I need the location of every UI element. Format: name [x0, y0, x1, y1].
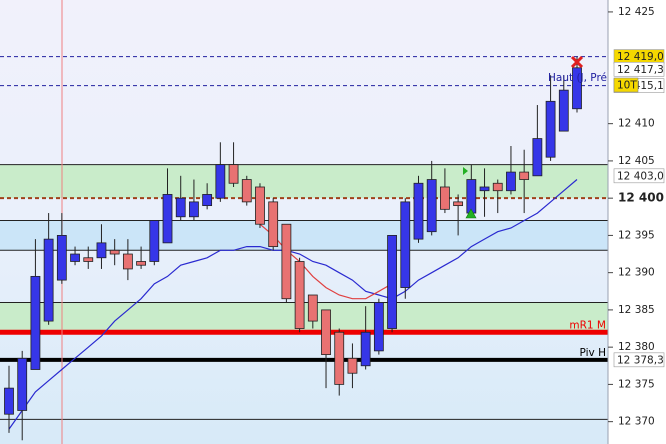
price-label: 12 403,0 — [617, 170, 664, 182]
candle-body — [387, 235, 397, 329]
candle-body — [413, 182, 424, 240]
candle-body — [189, 201, 199, 218]
candle-body — [56, 235, 67, 281]
candle-body — [307, 294, 318, 322]
y-tick-label: 12 375 — [618, 378, 655, 390]
candle-body — [136, 261, 146, 266]
candle-body — [558, 89, 569, 132]
signal-marker — [463, 167, 468, 175]
candle-body — [96, 242, 107, 259]
y-tick-label: 12 405 — [618, 155, 655, 167]
tag-box — [613, 77, 639, 93]
y-tick-label: 12 425 — [618, 6, 655, 18]
candle-body — [162, 194, 173, 244]
candle-body — [30, 275, 41, 370]
cross-marker — [570, 55, 584, 69]
candle-body — [43, 238, 54, 322]
y-tick-label: 12 410 — [618, 118, 655, 130]
candle-body — [281, 223, 292, 300]
level-label: mR1 M — [569, 319, 606, 331]
candle-body — [83, 257, 94, 262]
candle-body — [572, 67, 582, 110]
candle-body — [228, 164, 239, 184]
high-annotation: Haut (J, Pré) — [548, 72, 611, 84]
price-box — [613, 61, 665, 77]
candle-body — [519, 171, 530, 180]
candle-body — [241, 179, 252, 203]
candle-body — [149, 220, 160, 262]
price-label: 12 419,0 — [617, 51, 664, 63]
price-label: 12 378,3 — [617, 354, 664, 366]
candle-body — [492, 182, 503, 192]
candle-body — [479, 186, 490, 192]
candle-body — [175, 197, 186, 218]
candle-body — [268, 201, 279, 247]
candle-body — [215, 164, 226, 199]
candle-body — [294, 261, 305, 329]
candle-body — [360, 331, 371, 367]
candle-body — [109, 249, 120, 255]
candle-body — [202, 194, 213, 207]
tag-label: 10T — [617, 80, 637, 92]
candle-body — [122, 253, 133, 270]
zone-band — [0, 164, 608, 199]
y-tick-label: 12 385 — [618, 304, 655, 316]
candle-body — [440, 186, 450, 210]
candle-body — [4, 387, 14, 415]
price-label: 12 417,3 — [617, 64, 664, 76]
candle-body — [373, 302, 384, 352]
candle-body — [334, 331, 345, 385]
level-label: Piv H — [580, 347, 606, 359]
buy-marker — [465, 208, 477, 219]
price-box — [613, 352, 665, 368]
price-box — [613, 168, 665, 184]
candle-body — [321, 309, 331, 356]
candle-body — [506, 171, 516, 192]
candle-body — [532, 138, 543, 177]
moving-average — [8, 179, 578, 430]
y-tick-label: 12 370 — [618, 416, 655, 428]
candle-body — [347, 357, 358, 374]
candle-body — [466, 179, 477, 214]
candle-body — [545, 100, 556, 158]
candle-body — [453, 201, 464, 207]
y-tick-label: 12 380 — [618, 341, 655, 353]
y-tick-label: 12 390 — [618, 267, 655, 279]
candle-body — [255, 186, 265, 225]
y-tick-label: 12 395 — [618, 229, 655, 241]
y-tick-label: 12 400 — [618, 191, 664, 205]
candle-body — [70, 253, 80, 262]
candle-body — [426, 179, 437, 233]
candle-body — [400, 201, 411, 288]
candle-body — [17, 357, 28, 411]
